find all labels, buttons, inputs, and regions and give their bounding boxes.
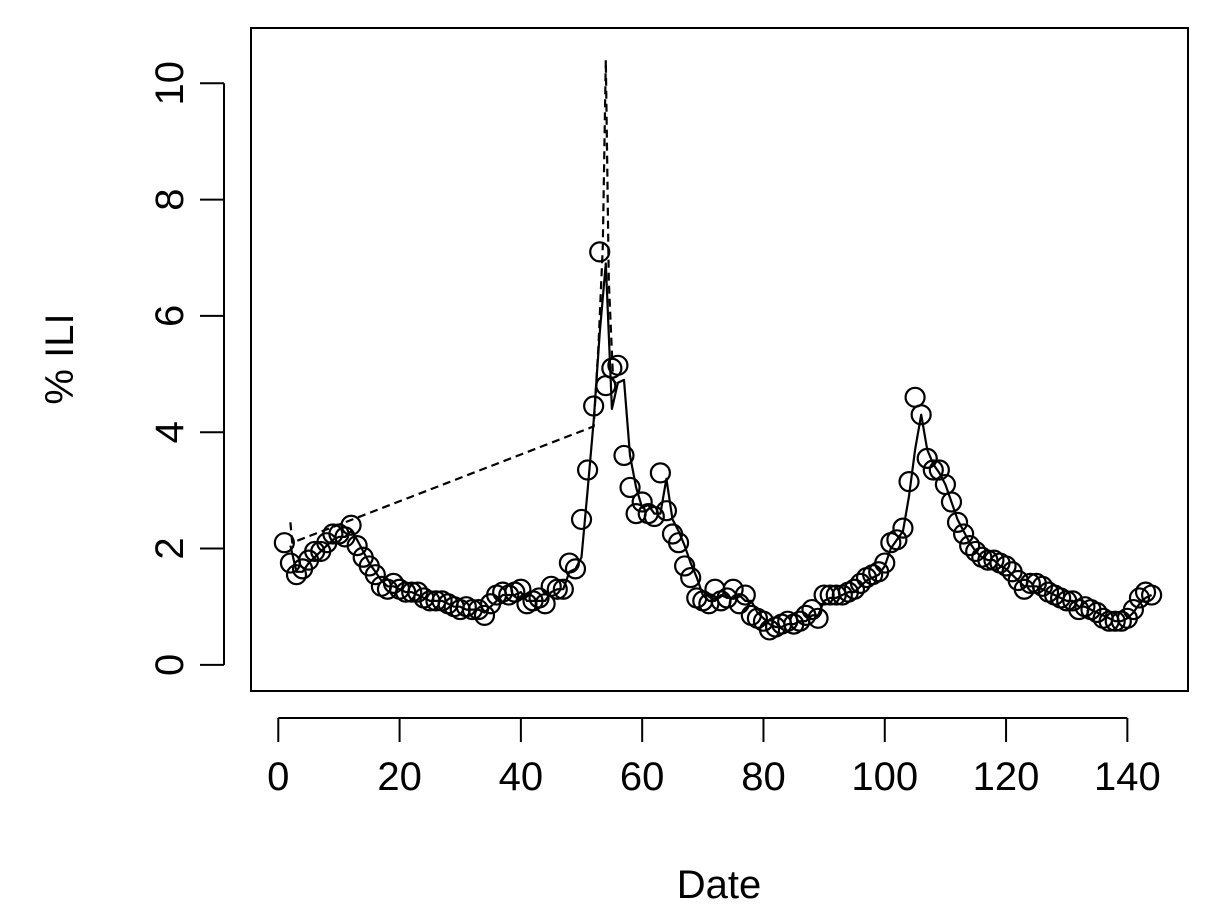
data-point — [946, 511, 969, 533]
data-point — [910, 404, 932, 426]
data-point — [510, 578, 532, 600]
data-point — [922, 459, 944, 481]
y-axis: 0 2 4 6 8 10 — [148, 61, 225, 676]
data-point — [649, 462, 671, 484]
data-point — [546, 578, 568, 600]
data-point — [576, 459, 599, 481]
y-tick-label: 2 — [148, 537, 192, 559]
data-point — [589, 241, 611, 263]
data-point — [995, 555, 1017, 577]
y-tick-label: 6 — [148, 305, 192, 327]
y-tick-label: 4 — [148, 421, 192, 443]
x-tick-label: 20 — [377, 755, 422, 799]
y-tick-label: 0 — [148, 654, 192, 676]
dashed-series-line — [289, 58, 619, 544]
plot-frame — [250, 27, 1189, 692]
x-tick-label: 80 — [741, 755, 786, 799]
data-point — [940, 491, 963, 513]
data-point — [607, 354, 629, 376]
y-axis-title: % ILI — [38, 313, 82, 404]
data-point — [528, 587, 550, 609]
data-point — [928, 459, 950, 481]
data-point — [570, 508, 593, 531]
data-point — [959, 535, 981, 557]
data-point — [631, 491, 653, 513]
data-point — [1122, 598, 1145, 621]
data-point — [874, 552, 896, 574]
data-point — [886, 529, 908, 551]
data-point — [1128, 587, 1151, 609]
data-point — [340, 514, 362, 536]
solid-series-line — [289, 262, 1153, 629]
x-tick-label: 40 — [499, 755, 544, 799]
data-point — [734, 584, 756, 606]
data-point — [674, 555, 696, 577]
data-point — [401, 581, 423, 603]
x-axis: 0 20 40 60 80 100 120 140 — [267, 717, 1161, 799]
data-point — [655, 500, 678, 522]
x-tick-label: 0 — [267, 755, 289, 799]
data-point — [1104, 610, 1126, 632]
data-point — [346, 535, 368, 557]
data-point — [364, 564, 386, 586]
data-point — [322, 523, 344, 545]
data-point — [613, 444, 635, 467]
x-tick-label: 100 — [851, 755, 918, 799]
data-point — [680, 566, 702, 589]
data-point — [953, 523, 975, 545]
data-point — [273, 532, 295, 554]
y-tick-label: 10 — [148, 61, 192, 106]
data-point — [564, 558, 587, 580]
data-point — [892, 517, 914, 539]
x-tick-label: 60 — [620, 755, 665, 799]
y-tick-label: 8 — [148, 188, 192, 210]
data-point — [843, 578, 866, 600]
data-point — [1141, 584, 1163, 606]
x-tick-label: 140 — [1094, 755, 1161, 799]
data-point — [904, 386, 926, 408]
data-point — [285, 564, 308, 586]
x-axis-title: Date — [677, 863, 762, 907]
data-point — [643, 505, 665, 528]
x-tick-label: 120 — [973, 755, 1040, 799]
series-layer — [273, 58, 1163, 641]
data-point — [619, 476, 641, 499]
data-point — [552, 578, 574, 600]
data-point — [473, 604, 496, 626]
observed-points — [273, 241, 1163, 641]
